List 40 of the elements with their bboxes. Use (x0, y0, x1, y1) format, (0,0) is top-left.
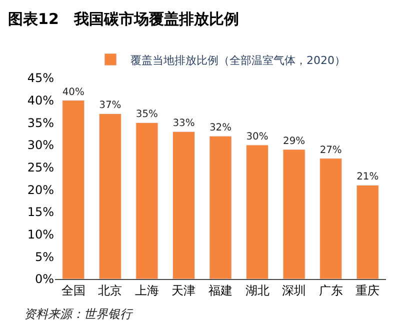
data-label: 30% (246, 132, 268, 143)
data-label: 21% (356, 172, 379, 183)
text: 资料来源：世界银行 (24, 307, 134, 321)
chart-title: 图表12 我国碳市场覆盖排放比例 (8, 10, 239, 28)
x-tick-label: 全国 (61, 283, 86, 298)
y-tick-label: 45% (27, 71, 54, 86)
legend-label: 覆盖当地排放比例（全部温室气体，2020） (130, 54, 346, 67)
y-tick-label: 0% (34, 272, 54, 286)
x-tick-label: 深圳 (282, 283, 306, 298)
y-tick-label: 20% (27, 182, 54, 197)
y-tick-label: 15% (27, 205, 54, 220)
bar (246, 144, 269, 279)
bar (356, 184, 379, 279)
y-tick-label: 10% (27, 228, 54, 242)
x-tick-label: 广东 (318, 283, 343, 298)
y-tick-label: 5% (34, 250, 54, 264)
x-tick-label: 天津 (172, 283, 196, 298)
data-label: 40% (62, 86, 84, 98)
x-tick-label: 福建 (208, 283, 232, 298)
y-tick-label: 35% (27, 116, 54, 130)
y-tick-label: 25% (27, 160, 54, 175)
data-label: 27% (320, 144, 342, 156)
bar (320, 158, 342, 279)
x-tick-label: 重庆 (356, 283, 380, 298)
y-tick-label: 40% (27, 94, 54, 108)
data-label: 37% (99, 100, 122, 112)
bar (136, 122, 158, 279)
x-tick-label: 北京 (98, 283, 122, 298)
data-label: 29% (283, 136, 306, 147)
data-label: 32% (209, 122, 232, 134)
bar (98, 113, 122, 279)
data-label: 33% (172, 118, 195, 130)
bar (62, 100, 85, 279)
x-tick-label: 上海 (134, 283, 159, 298)
y-tick-label: 30% (27, 138, 54, 152)
data-label: 35% (136, 109, 158, 120)
bar (209, 136, 232, 279)
bar (172, 131, 196, 279)
bar (282, 149, 306, 279)
x-tick-label: 湖北 (245, 283, 270, 298)
